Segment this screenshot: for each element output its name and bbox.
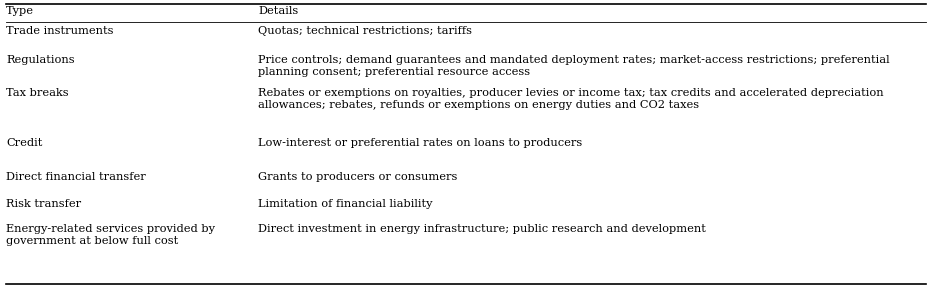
Text: Direct investment in energy infrastructure; public research and development: Direct investment in energy infrastructu… <box>258 224 706 234</box>
Text: Type: Type <box>6 6 34 16</box>
Text: Trade instruments: Trade instruments <box>6 26 114 36</box>
Text: Energy-related services provided by
government at below full cost: Energy-related services provided by gove… <box>6 224 215 246</box>
Text: Limitation of financial liability: Limitation of financial liability <box>258 199 432 209</box>
Text: Rebates or exemptions on royalties, producer levies or income tax; tax credits a: Rebates or exemptions on royalties, prod… <box>258 88 884 110</box>
Text: Direct financial transfer: Direct financial transfer <box>6 172 145 182</box>
Text: Regulations: Regulations <box>6 55 75 65</box>
Text: Price controls; demand guarantees and mandated deployment rates; market-access r: Price controls; demand guarantees and ma… <box>258 55 890 77</box>
Text: Low-interest or preferential rates on loans to producers: Low-interest or preferential rates on lo… <box>258 138 582 148</box>
Text: Tax breaks: Tax breaks <box>6 88 69 98</box>
Text: Credit: Credit <box>6 138 42 148</box>
Text: Grants to producers or consumers: Grants to producers or consumers <box>258 172 458 182</box>
Text: Quotas; technical restrictions; tariffs: Quotas; technical restrictions; tariffs <box>258 26 472 36</box>
Text: Risk transfer: Risk transfer <box>6 199 81 209</box>
Text: Details: Details <box>258 6 298 16</box>
